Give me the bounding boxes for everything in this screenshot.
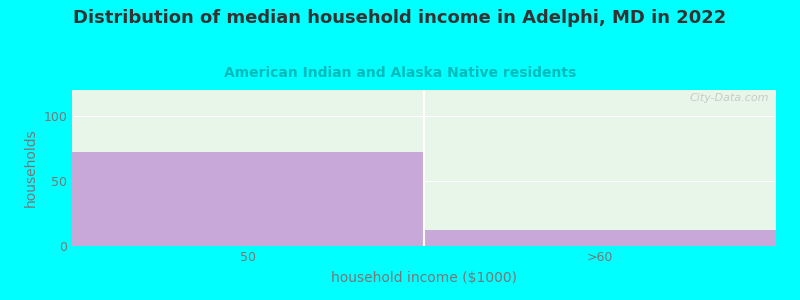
Text: City-Data.com: City-Data.com (690, 93, 769, 103)
Text: American Indian and Alaska Native residents: American Indian and Alaska Native reside… (224, 66, 576, 80)
Bar (72, 152, 424, 246)
X-axis label: household income ($1000): household income ($1000) (331, 271, 517, 285)
Bar (424, 230, 776, 246)
Y-axis label: households: households (24, 129, 38, 207)
Text: Distribution of median household income in Adelphi, MD in 2022: Distribution of median household income … (74, 9, 726, 27)
